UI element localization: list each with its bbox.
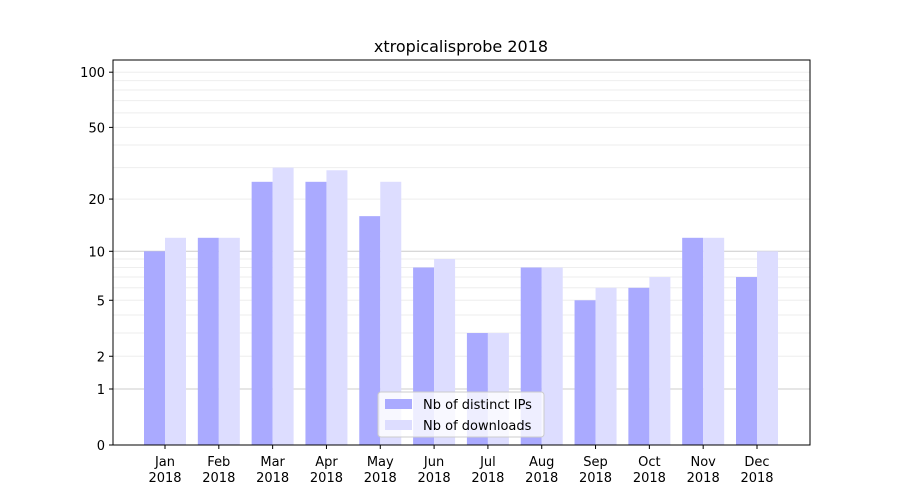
legend-label: Nb of distinct IPs xyxy=(423,398,532,413)
bar-ips xyxy=(144,251,165,445)
y-tick-label: 50 xyxy=(88,121,105,136)
bar-downloads xyxy=(218,237,240,445)
y-tick-label: 5 xyxy=(97,294,105,309)
bar-downloads xyxy=(272,167,294,445)
bar-ips xyxy=(682,237,704,445)
y-tick-label: 20 xyxy=(88,193,105,208)
y-tick-label: 2 xyxy=(97,350,105,365)
x-tick-label: Oct 2018 xyxy=(633,455,666,486)
x-tick-label: Apr 2018 xyxy=(310,455,343,486)
bar-ips xyxy=(359,216,381,445)
x-tick-label: Jan 2018 xyxy=(148,455,181,486)
legend-box xyxy=(377,391,545,438)
legend: Nb of distinct IPs Nb of downloads xyxy=(377,391,545,438)
bar-downloads xyxy=(703,237,725,445)
legend-swatch xyxy=(385,399,412,409)
x-tick-label: Aug 2018 xyxy=(525,455,558,486)
bar-downloads xyxy=(541,267,563,445)
x-tick-label: Dec 2018 xyxy=(740,455,773,486)
bar-ips xyxy=(197,237,219,445)
x-tick-label: Jun 2018 xyxy=(418,455,451,486)
chart-title: xtropicalisprobe 2018 xyxy=(374,37,548,56)
bar-ips xyxy=(305,181,327,446)
legend-swatch xyxy=(385,420,412,430)
x-tick-label: Sep 2018 xyxy=(579,455,612,486)
x-tick-label: May 2018 xyxy=(364,455,397,486)
y-tick-label: 100 xyxy=(80,66,105,81)
bar-ips xyxy=(251,181,273,446)
plot-frame xyxy=(112,59,811,446)
legend-label: Nb of downloads xyxy=(423,419,532,434)
bar-downloads xyxy=(649,277,671,445)
x-tick-label: Feb 2018 xyxy=(202,455,235,486)
x-tick-label: Mar 2018 xyxy=(256,455,289,486)
bar-ips xyxy=(628,287,650,445)
bar-downloads xyxy=(380,181,402,446)
bar-ips xyxy=(574,300,596,445)
bar-downloads xyxy=(326,170,348,446)
x-tick-label: Nov 2018 xyxy=(687,455,720,486)
y-tick-label: 0 xyxy=(97,439,105,454)
bar-downloads xyxy=(165,237,186,445)
y-tick-label: 1 xyxy=(97,383,105,398)
bar-downloads xyxy=(595,287,617,445)
bar-ips xyxy=(736,277,757,445)
x-tick-label: Jul 2018 xyxy=(471,455,504,486)
y-tick-label: 10 xyxy=(88,245,105,260)
bar-downloads xyxy=(757,251,778,445)
